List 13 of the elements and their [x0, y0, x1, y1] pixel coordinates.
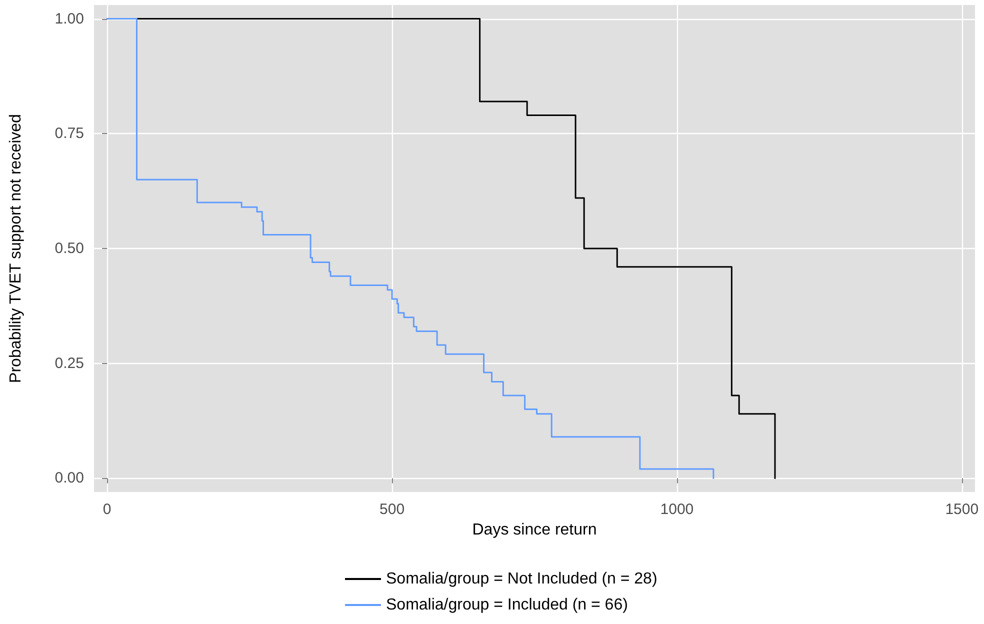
x-tick-label: 500	[380, 501, 405, 518]
x-tick-label: 1000	[660, 501, 694, 518]
y-tick-label: 0.25	[54, 354, 84, 372]
y-tick-label: 0.00	[54, 470, 84, 487]
y-tick-label: 0.75	[54, 125, 84, 142]
legend-label: Somalia/group = Not Included (n = 28)	[386, 570, 658, 588]
y-tick-label: 0.50	[54, 240, 84, 257]
y-tick-label: 1.00	[54, 10, 84, 28]
x-axis-title: Days since return	[472, 522, 597, 538]
y-axis-title: Probability TVET support not received	[8, 114, 24, 383]
legend-label: Somalia/group = Included (n = 66)	[386, 596, 628, 614]
x-tick-label: 0	[102, 501, 112, 518]
x-tick-label: 1500	[945, 501, 979, 518]
